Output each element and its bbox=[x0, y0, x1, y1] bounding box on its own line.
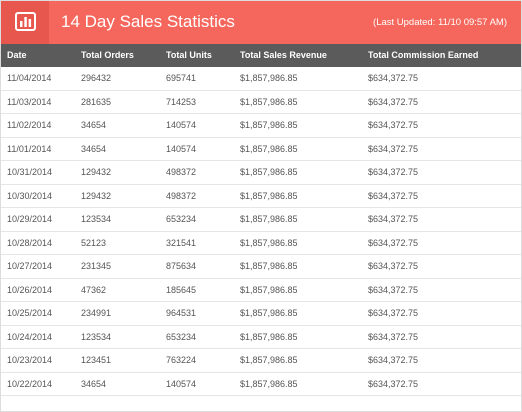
cell-total-sales-revenue: $1,857,986.85 bbox=[240, 284, 298, 295]
cell-total-units: 653234 bbox=[166, 331, 197, 342]
table-row: 10/31/2014 129432 498372 $1,857,986.85 $… bbox=[1, 161, 521, 185]
cell-total-orders: 129432 bbox=[81, 167, 112, 177]
cell-total-orders: 123534 bbox=[81, 331, 112, 342]
table-row: 10/28/2014 52123 321541 $1,857,986.85 $6… bbox=[1, 232, 521, 255]
cell-total-units: 653234 bbox=[166, 214, 197, 224]
column-header-total-orders[interactable]: Total Orders bbox=[81, 50, 134, 60]
cell-total-sales-revenue: $1,857,986.85 bbox=[240, 331, 298, 342]
column-header-total-units[interactable]: Total Units bbox=[166, 50, 212, 60]
table-row: 10/25/2014 234991 964531 $1,857,986.85 $… bbox=[1, 302, 521, 326]
column-header-total-sales-revenue[interactable]: Total Sales Revenue bbox=[240, 50, 327, 60]
cell-date: 10/27/2014 bbox=[7, 261, 53, 271]
cell-total-units: 140574 bbox=[166, 378, 197, 389]
widget-title: 14 Day Sales Statistics bbox=[61, 12, 235, 31]
cell-total-sales-revenue: $1,857,986.85 bbox=[240, 214, 298, 224]
cell-total-commission-earned: $634,372.75 bbox=[368, 190, 419, 201]
table-row: 10/24/2014 123534 653234 $1,857,986.85 $… bbox=[1, 326, 521, 349]
cell-total-commission-earned: $634,372.75 bbox=[368, 284, 419, 295]
cell-total-orders: 52123 bbox=[81, 237, 107, 248]
cell-total-sales-revenue: $1,857,986.85 bbox=[240, 167, 298, 177]
cell-date: 11/04/2014 bbox=[7, 73, 52, 83]
cell-total-orders: 231345 bbox=[81, 261, 112, 271]
table-row: 10/23/2014 123451 763224 $1,857,986.85 $… bbox=[1, 349, 521, 373]
cell-total-units: 714253 bbox=[166, 96, 197, 107]
cell-total-commission-earned: $634,372.75 bbox=[368, 378, 419, 389]
cell-date: 11/02/2014 bbox=[7, 120, 52, 130]
cell-total-commission-earned: $634,372.75 bbox=[368, 143, 419, 154]
cell-date: 11/01/2014 bbox=[7, 143, 52, 154]
cell-total-sales-revenue: $1,857,986.85 bbox=[240, 237, 298, 248]
cell-date: 10/22/2014 bbox=[7, 378, 53, 389]
table-row: 10/29/2014 123534 653234 $1,857,986.85 $… bbox=[1, 208, 521, 232]
cell-total-orders: 234991 bbox=[81, 308, 112, 318]
cell-total-orders: 34654 bbox=[81, 378, 107, 389]
cell-total-units: 695741 bbox=[166, 73, 197, 83]
cell-total-units: 321541 bbox=[166, 237, 197, 248]
table-row: 11/03/2014 281635 714253 $1,857,986.85 $… bbox=[1, 91, 521, 114]
cell-date: 11/03/2014 bbox=[7, 96, 52, 107]
bar-chart-icon bbox=[15, 12, 36, 31]
table-row: 11/02/2014 34654 140574 $1,857,986.85 $6… bbox=[1, 114, 521, 138]
last-updated-text: (Last Updated: 11/10 09:57 AM) bbox=[373, 17, 507, 28]
cell-date: 10/28/2014 bbox=[7, 237, 53, 248]
cell-total-commission-earned: $634,372.75 bbox=[368, 331, 419, 342]
cell-total-sales-revenue: $1,857,986.85 bbox=[240, 378, 298, 389]
widget-header: 14 Day Sales Statistics (Last Updated: 1… bbox=[1, 1, 521, 44]
cell-total-sales-revenue: $1,857,986.85 bbox=[240, 355, 298, 365]
cell-total-commission-earned: $634,372.75 bbox=[368, 261, 419, 271]
cell-total-commission-earned: $634,372.75 bbox=[368, 214, 419, 224]
cell-total-commission-earned: $634,372.75 bbox=[368, 120, 419, 130]
cell-date: 10/26/2014 bbox=[7, 284, 53, 295]
cell-total-sales-revenue: $1,857,986.85 bbox=[240, 261, 298, 271]
cell-total-sales-revenue: $1,857,986.85 bbox=[240, 308, 298, 318]
cell-total-orders: 123534 bbox=[81, 214, 112, 224]
cell-date: 10/30/2014 bbox=[7, 190, 53, 201]
cell-total-commission-earned: $634,372.75 bbox=[368, 96, 419, 107]
cell-date: 10/23/2014 bbox=[7, 355, 53, 365]
cell-total-commission-earned: $634,372.75 bbox=[368, 73, 419, 83]
header-icon-box bbox=[1, 1, 49, 44]
table-row: 10/22/2014 34654 140574 $1,857,986.85 $6… bbox=[1, 373, 521, 396]
cell-total-units: 140574 bbox=[166, 120, 197, 130]
cell-total-orders: 296432 bbox=[81, 73, 112, 83]
cell-total-units: 140574 bbox=[166, 143, 197, 154]
cell-date: 10/24/2014 bbox=[7, 331, 53, 342]
cell-total-commission-earned: $634,372.75 bbox=[368, 308, 419, 318]
cell-total-orders: 281635 bbox=[81, 96, 112, 107]
cell-total-commission-earned: $634,372.75 bbox=[368, 355, 419, 365]
cell-date: 10/25/2014 bbox=[7, 308, 53, 318]
cell-total-commission-earned: $634,372.75 bbox=[368, 237, 419, 248]
cell-total-orders: 123451 bbox=[81, 355, 112, 365]
table-body: 11/04/2014 296432 695741 $1,857,986.85 $… bbox=[1, 67, 521, 396]
table-row: 11/01/2014 34654 140574 $1,857,986.85 $6… bbox=[1, 138, 521, 161]
table-row: 11/04/2014 296432 695741 $1,857,986.85 $… bbox=[1, 67, 521, 91]
cell-total-sales-revenue: $1,857,986.85 bbox=[240, 96, 298, 107]
cell-total-units: 498372 bbox=[166, 190, 197, 201]
cell-total-orders: 47362 bbox=[81, 284, 107, 295]
cell-total-units: 498372 bbox=[166, 167, 197, 177]
cell-total-sales-revenue: $1,857,986.85 bbox=[240, 190, 298, 201]
cell-total-units: 875634 bbox=[166, 261, 197, 271]
cell-total-orders: 129432 bbox=[81, 190, 112, 201]
cell-total-units: 964531 bbox=[166, 308, 197, 318]
cell-total-sales-revenue: $1,857,986.85 bbox=[240, 120, 298, 130]
cell-total-units: 185645 bbox=[166, 284, 197, 295]
cell-total-units: 763224 bbox=[166, 355, 197, 365]
cell-total-commission-earned: $634,372.75 bbox=[368, 167, 419, 177]
table-row: 10/27/2014 231345 875634 $1,857,986.85 $… bbox=[1, 255, 521, 279]
table-header-row: Date Total Orders Total Units Total Sale… bbox=[1, 44, 521, 67]
cell-total-sales-revenue: $1,857,986.85 bbox=[240, 143, 298, 154]
cell-total-orders: 34654 bbox=[81, 143, 107, 154]
cell-date: 10/29/2014 bbox=[7, 214, 53, 224]
cell-date: 10/31/2014 bbox=[7, 167, 53, 177]
table-row: 10/26/2014 47362 185645 $1,857,986.85 $6… bbox=[1, 279, 521, 302]
column-header-date[interactable]: Date bbox=[7, 50, 27, 60]
table-row: 10/30/2014 129432 498372 $1,857,986.85 $… bbox=[1, 185, 521, 208]
cell-total-sales-revenue: $1,857,986.85 bbox=[240, 73, 298, 83]
column-header-total-commission-earned[interactable]: Total Commission Earned bbox=[368, 50, 479, 60]
cell-total-orders: 34654 bbox=[81, 120, 107, 130]
